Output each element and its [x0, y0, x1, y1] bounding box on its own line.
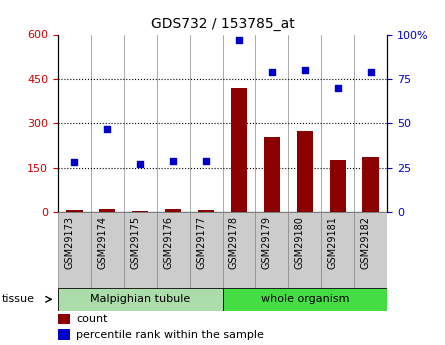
- Point: [235, 37, 243, 42]
- Text: GSM29173: GSM29173: [65, 216, 74, 269]
- Text: count: count: [76, 314, 108, 324]
- Bar: [91, 212, 124, 288]
- Bar: [222, 212, 255, 288]
- Bar: [58, 329, 70, 340]
- Bar: [330, 160, 346, 212]
- Text: GSM29178: GSM29178: [229, 216, 239, 269]
- Text: percentile rank within the sample: percentile rank within the sample: [76, 330, 264, 340]
- Point: [71, 160, 78, 165]
- Bar: [354, 212, 387, 288]
- Text: GSM29182: GSM29182: [361, 216, 371, 269]
- Bar: [264, 137, 280, 212]
- Text: GSM29177: GSM29177: [196, 216, 206, 269]
- Point: [334, 85, 341, 91]
- Bar: [198, 210, 214, 212]
- Text: Malpighian tubule: Malpighian tubule: [90, 294, 190, 304]
- Point: [301, 67, 308, 73]
- Bar: [58, 314, 70, 324]
- Bar: [58, 288, 222, 310]
- Text: GSM29180: GSM29180: [295, 216, 305, 269]
- Bar: [362, 157, 379, 212]
- Point: [367, 69, 374, 75]
- Text: GSM29179: GSM29179: [262, 216, 272, 269]
- Bar: [190, 212, 222, 288]
- Point: [268, 69, 275, 75]
- Text: GSM29174: GSM29174: [97, 216, 107, 269]
- Text: GSM29176: GSM29176: [163, 216, 173, 269]
- Bar: [321, 212, 354, 288]
- Point: [202, 158, 210, 164]
- Bar: [231, 88, 247, 212]
- Bar: [66, 210, 83, 212]
- Bar: [124, 212, 157, 288]
- Bar: [288, 212, 321, 288]
- Title: GDS732 / 153785_at: GDS732 / 153785_at: [150, 17, 295, 31]
- Point: [170, 158, 177, 164]
- Text: GSM29175: GSM29175: [130, 216, 140, 269]
- Bar: [157, 212, 190, 288]
- Bar: [165, 209, 182, 212]
- Point: [137, 161, 144, 167]
- Bar: [132, 211, 149, 212]
- Bar: [255, 212, 288, 288]
- Text: whole organism: whole organism: [261, 294, 349, 304]
- Bar: [99, 209, 116, 212]
- Point: [104, 126, 111, 131]
- Bar: [58, 212, 91, 288]
- Bar: [222, 288, 387, 310]
- Text: tissue: tissue: [2, 294, 35, 304]
- Text: GSM29181: GSM29181: [328, 216, 338, 269]
- Bar: [296, 131, 313, 212]
